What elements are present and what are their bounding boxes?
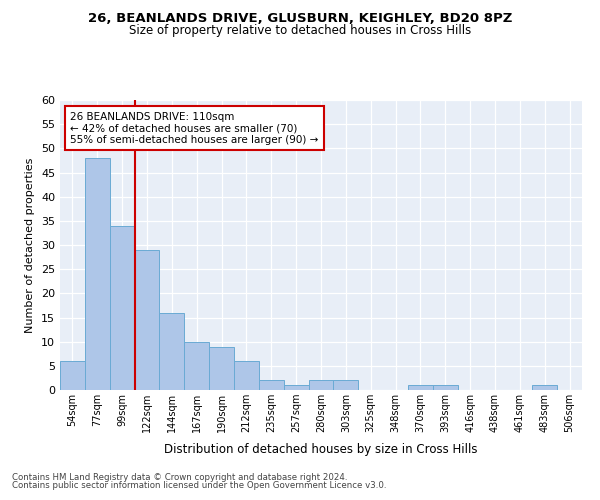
Text: Distribution of detached houses by size in Cross Hills: Distribution of detached houses by size …: [164, 442, 478, 456]
Bar: [85, 158, 110, 390]
Text: Size of property relative to detached houses in Cross Hills: Size of property relative to detached ho…: [129, 24, 471, 37]
Bar: [234, 361, 259, 390]
Bar: [184, 342, 209, 390]
Bar: [209, 346, 234, 390]
Bar: [259, 380, 284, 390]
Bar: [160, 312, 184, 390]
Bar: [134, 250, 160, 390]
Bar: [408, 385, 433, 390]
Y-axis label: Number of detached properties: Number of detached properties: [25, 158, 35, 332]
Bar: [334, 380, 358, 390]
Bar: [532, 385, 557, 390]
Bar: [284, 385, 308, 390]
Text: Contains public sector information licensed under the Open Government Licence v3: Contains public sector information licen…: [12, 482, 386, 490]
Text: 26 BEANLANDS DRIVE: 110sqm
← 42% of detached houses are smaller (70)
55% of semi: 26 BEANLANDS DRIVE: 110sqm ← 42% of deta…: [70, 112, 319, 145]
Bar: [433, 385, 458, 390]
Text: Contains HM Land Registry data © Crown copyright and database right 2024.: Contains HM Land Registry data © Crown c…: [12, 472, 347, 482]
Text: 26, BEANLANDS DRIVE, GLUSBURN, KEIGHLEY, BD20 8PZ: 26, BEANLANDS DRIVE, GLUSBURN, KEIGHLEY,…: [88, 12, 512, 26]
Bar: [110, 226, 134, 390]
Bar: [308, 380, 334, 390]
Bar: [60, 361, 85, 390]
